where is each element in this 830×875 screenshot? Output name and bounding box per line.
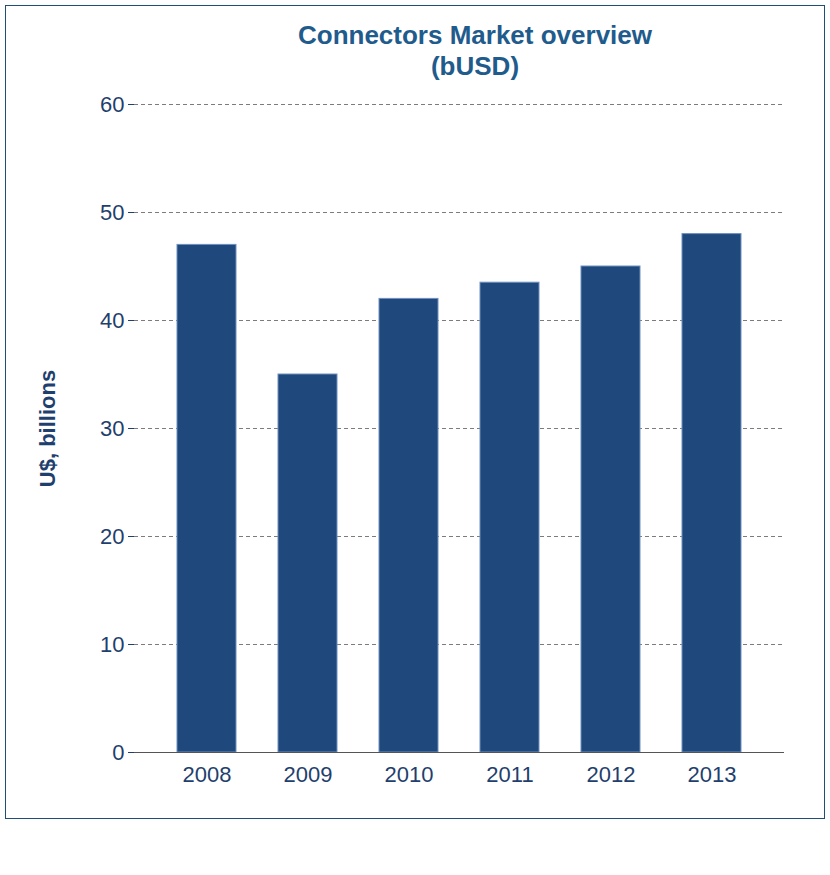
svg-text:2012: 2012 xyxy=(587,762,636,787)
svg-text:0: 0 xyxy=(112,740,124,765)
svg-text:2008: 2008 xyxy=(183,762,232,787)
svg-text:40: 40 xyxy=(100,308,124,333)
svg-text:10: 10 xyxy=(100,632,124,657)
svg-text:60: 60 xyxy=(100,92,124,117)
svg-text:20: 20 xyxy=(100,524,124,549)
svg-text:2010: 2010 xyxy=(385,762,434,787)
svg-text:2009: 2009 xyxy=(284,762,333,787)
svg-text:2013: 2013 xyxy=(688,762,737,787)
svg-text:U$, billions: U$, billions xyxy=(35,370,60,487)
svg-text:50: 50 xyxy=(100,200,124,225)
svg-text:30: 30 xyxy=(100,416,124,441)
html-text:Connectors Market overview (bU: Connectors Market overview (bUSD) xyxy=(298,20,652,81)
svg-text:2011: 2011 xyxy=(486,762,533,787)
